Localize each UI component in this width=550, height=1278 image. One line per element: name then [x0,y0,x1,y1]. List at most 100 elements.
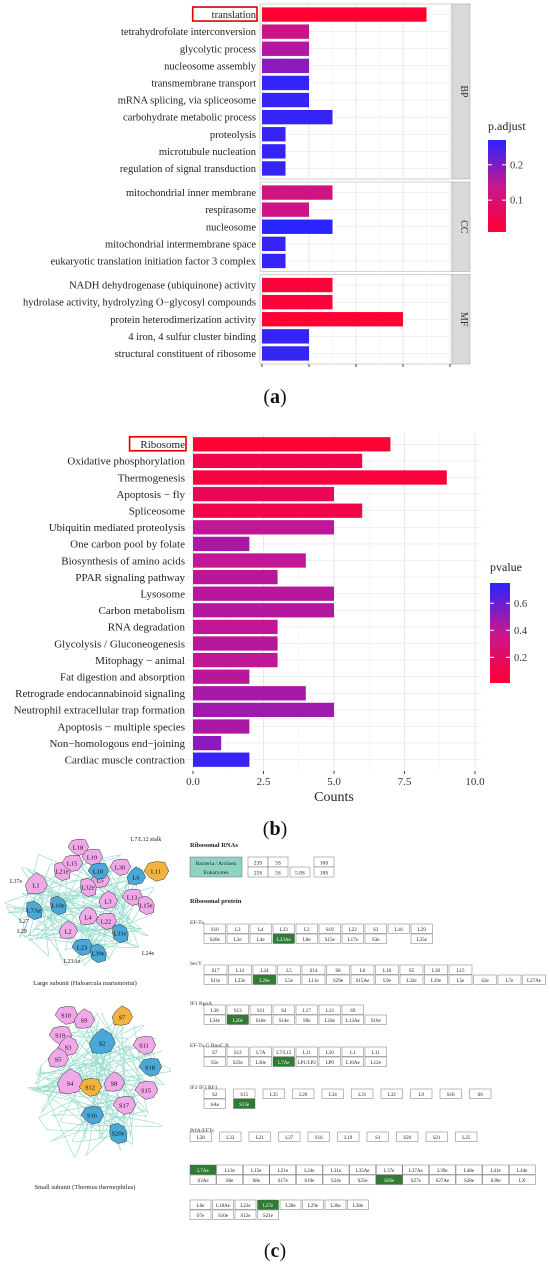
x-axis: 0.0 2.5 5.0 7.5 10.0 Counts [186,771,485,805]
bar [262,24,309,39]
protein-label: L11 [372,1051,380,1056]
bar [262,41,309,56]
protein-label: L28e [285,1204,296,1209]
protein-label: L41e [490,1169,501,1174]
protein-label: L17 [303,1009,312,1014]
protein-label: S13e [239,1103,250,1108]
protein-label: S18 [145,1065,155,1072]
protein-row-label: IF1 RpoA [190,1001,212,1007]
protein-label: S26e [384,1179,395,1184]
protein-box [349,1174,376,1185]
protein-blob [80,1106,104,1125]
protein-label: S9 [350,1009,356,1014]
protein-label: L37e [10,879,23,885]
bar [193,536,250,552]
protein-label: S8 [111,1081,118,1088]
category-label: mRNA splicing, via spliceosome [118,96,257,107]
bar [262,346,309,361]
protein-box [497,974,522,985]
protein-box [341,933,364,944]
category-label: nucleosome assembly [164,61,257,72]
protein-box [399,974,424,985]
protein-label: S11 [139,1043,149,1050]
protein-box [226,933,249,944]
protein-label: S21e [263,1214,274,1219]
protein-box [350,974,375,985]
protein-box [272,1056,295,1067]
bars [262,7,427,361]
protein-box [234,1209,257,1220]
protein-box [292,1088,315,1099]
protein-label: L32e [406,979,417,984]
large-subunit-caption: Large subunit (Haloarcula marismortui) [33,980,137,987]
protein-label: S11e [211,979,222,984]
protein-label: L36 [211,1009,220,1014]
protein-label: L33 [226,1136,235,1141]
protein-blob [121,888,143,906]
protein-blob [134,1081,158,1100]
protein-label: S3 [373,928,379,933]
bar [262,144,286,159]
protein-label: L27 [285,1136,294,1141]
protein-box [295,1004,318,1015]
x-tick-label: 0.0 [186,776,200,788]
facet-strips: BP CC MF [451,3,471,365]
protein-label: S7 [119,1015,127,1022]
protein-label: L29 [418,928,427,933]
protein-label: L10 [326,1051,335,1056]
protein-label: L10Ae [346,1061,361,1066]
bar [193,669,250,684]
category-label: Glycolysis / Gluconeogenesis [54,638,185,650]
protein-label: L40e [464,1169,475,1174]
protein-box [203,1014,226,1025]
category-label: translation [212,10,257,21]
protein-box [318,1014,341,1025]
protein-label: S11 [257,1009,265,1014]
protein-label: L20e [233,1019,244,1024]
protein-label: L13 [326,1009,335,1014]
protein-label: L7Ae [27,908,42,915]
protein-box [482,1174,509,1185]
protein-label: S16 [315,1136,323,1141]
protein-label: L4e [257,938,266,943]
bar [262,219,333,234]
small-subunit-caption: Small subunit (Thermus thermophilus) [35,1184,136,1191]
protein-box [455,1131,478,1142]
protein-label: L20 [299,1093,308,1098]
category-label: Apoptosis − fly [116,489,185,501]
category-label: respirasome [205,205,256,216]
category-label: Carbon metabolism [99,605,186,617]
bar [193,586,334,601]
protein-blob [126,866,146,885]
bar [193,520,334,535]
grid [259,3,453,365]
protein-box [366,1131,389,1142]
x-tick-label: 5.0 [327,776,341,788]
protein-blob [87,862,109,880]
protein-label: S15e [325,938,336,943]
category-label: Thermogenesis [118,472,185,484]
protein-label: L29e [308,1204,319,1209]
protein-label: S20 [403,1136,411,1141]
protein-label: S30e [491,1179,502,1184]
protein-label: L23Ae [277,938,292,943]
protein-box [341,923,364,934]
category-label: Non−homologous end−joining [49,738,185,750]
category-label: NADH dehydrogenase (ubiquinone) activity [69,281,257,292]
protein-box [509,1164,536,1175]
protein-label: LP1/LP2 [298,1061,317,1066]
protein-label: L21 [256,1136,265,1141]
protein-label: S5 [409,969,415,974]
protein-box [216,1164,243,1175]
protein-box [364,923,387,934]
protein-box [249,1004,272,1015]
protein-box [341,1014,364,1025]
protein-label: S18 [447,1093,455,1098]
category-label: Fat digestion and absorption [60,672,185,684]
protein-box [272,1014,295,1025]
protein-box [272,933,295,944]
protein-box [234,1199,257,1210]
protein-blob [132,1036,156,1055]
